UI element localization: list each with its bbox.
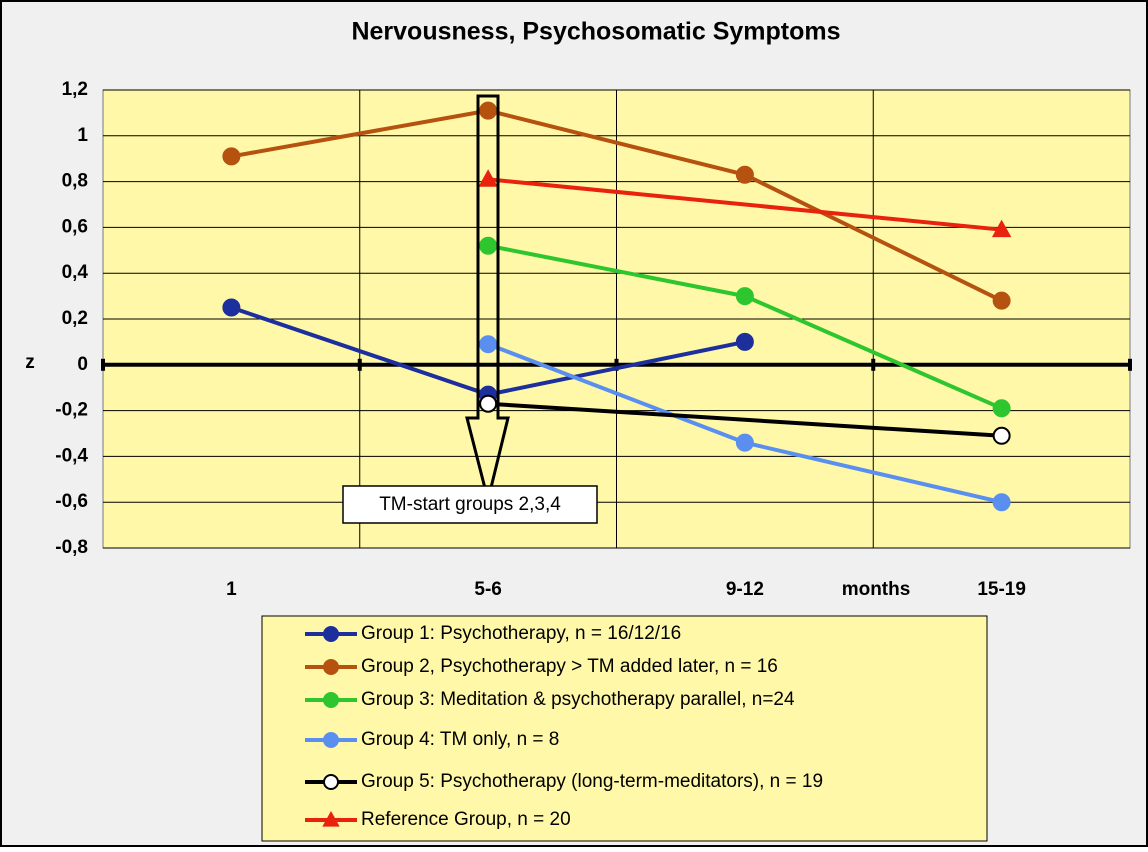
- series-line: [487, 243, 746, 299]
- series-line: [230, 305, 489, 397]
- legend-marker: [323, 774, 339, 790]
- x-tick-label: 15-19: [977, 579, 1026, 600]
- y-tick-label: 1,2: [62, 79, 88, 100]
- legend-label: Reference Group, n = 20: [361, 809, 571, 830]
- x-axis-label: months: [842, 579, 911, 600]
- legend-label: Group 2, Psychotherapy > TM added later,…: [361, 656, 778, 677]
- marker: [479, 236, 498, 255]
- y-tick-label: 0,2: [62, 308, 88, 329]
- y-tick-label: 0,8: [62, 171, 88, 192]
- y-tick-label: 0,6: [62, 216, 88, 237]
- marker: [222, 147, 241, 166]
- marker: [992, 426, 1011, 445]
- legend-marker: [323, 659, 339, 675]
- legend-label: Group 1: Psychotherapy, n = 16/12/16: [361, 623, 681, 644]
- x-tick-label: 1: [226, 579, 237, 600]
- chart-title: Nervousness, Psychosomatic Symptoms: [351, 18, 840, 46]
- y-tick-label: 0,4: [62, 262, 89, 283]
- y-tick-label: -0,8: [55, 537, 88, 558]
- legend-label: Group 5: Psychotherapy (long-term-medita…: [361, 771, 823, 792]
- series-line: [487, 177, 1002, 232]
- series-line: [743, 172, 1003, 303]
- marker: [479, 394, 498, 413]
- x-tick-label: 5-6: [474, 579, 501, 600]
- series-line: [487, 342, 746, 445]
- y-tick-label: 0: [77, 354, 88, 375]
- marker: [735, 332, 754, 351]
- y-axis-label: z: [25, 352, 35, 373]
- marker: [479, 335, 498, 354]
- legend-marker: [323, 626, 339, 642]
- marker: [479, 101, 498, 120]
- legend-label: Group 4: TM only, n = 8: [361, 729, 559, 750]
- marker: [478, 169, 498, 187]
- marker: [992, 291, 1011, 310]
- series-line: [744, 440, 1003, 505]
- y-tick-label: -0,4: [55, 445, 88, 466]
- legend-box: [261, 615, 988, 842]
- annotation: TM-start groups 2,3,4: [379, 494, 561, 515]
- series-line: [744, 294, 1003, 411]
- marker: [992, 493, 1011, 512]
- annotation-arrow: [465, 94, 510, 501]
- legend-marker: [323, 732, 339, 748]
- legend-label: Group 3: Meditation & psychotherapy para…: [361, 689, 795, 710]
- marker: [222, 298, 241, 317]
- x-tick-label: 9-12: [726, 579, 764, 600]
- marker: [991, 219, 1012, 238]
- marker: [735, 165, 754, 184]
- legend-marker: [323, 692, 339, 708]
- y-tick-label: 1: [77, 125, 88, 146]
- y-tick-label: -0,6: [55, 491, 88, 512]
- legend-marker: [322, 810, 340, 827]
- series-line: [231, 108, 489, 159]
- marker: [992, 399, 1011, 418]
- series-line: [487, 108, 746, 177]
- y-tick-label: -0,2: [55, 400, 88, 421]
- series-line: [487, 339, 746, 397]
- series-line: [488, 401, 1002, 438]
- marker: [735, 287, 754, 306]
- annotation-box: [342, 485, 598, 524]
- marker: [735, 433, 754, 452]
